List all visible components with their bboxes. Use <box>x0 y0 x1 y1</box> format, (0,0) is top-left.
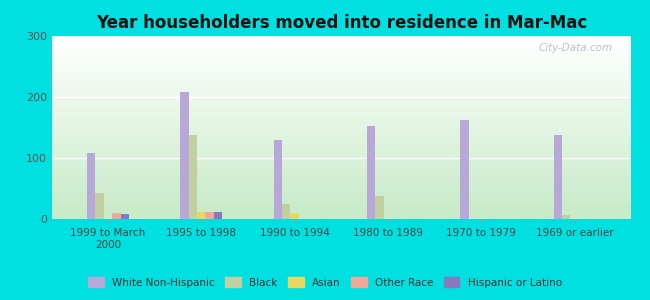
Bar <box>96 194 104 219</box>
Bar <box>112 213 121 219</box>
Bar <box>282 204 291 219</box>
Bar <box>214 212 222 219</box>
Bar <box>367 126 375 219</box>
Bar <box>562 215 570 219</box>
Bar <box>197 212 205 219</box>
Title: Year householders moved into residence in Mar-Mac: Year householders moved into residence i… <box>96 14 587 32</box>
Bar <box>375 196 383 219</box>
Bar <box>460 120 469 219</box>
Bar <box>205 212 214 219</box>
Bar <box>121 214 129 219</box>
Bar <box>180 92 188 219</box>
Bar <box>554 135 562 219</box>
Bar <box>188 135 197 219</box>
Text: City-Data.com: City-Data.com <box>539 43 613 53</box>
Bar <box>274 140 282 219</box>
Legend: White Non-Hispanic, Black, Asian, Other Race, Hispanic or Latino: White Non-Hispanic, Black, Asian, Other … <box>84 273 566 292</box>
Bar <box>87 153 96 219</box>
Bar <box>291 213 299 219</box>
